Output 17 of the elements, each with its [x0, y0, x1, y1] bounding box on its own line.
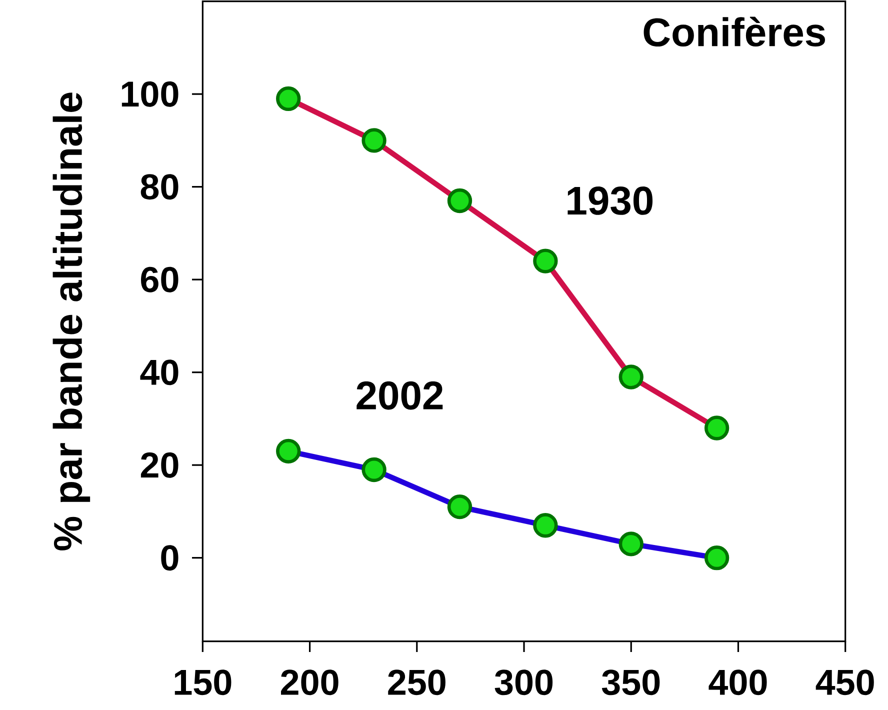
x-tick-label: 200 — [281, 670, 338, 696]
y-axis-title: % par bande altitudinale — [52, 92, 90, 550]
x-tick-label: 350 — [602, 670, 660, 696]
series-label: 2002 — [356, 381, 443, 410]
y-tick-label: 40 — [140, 360, 178, 386]
y-tick-label: 100 — [122, 81, 178, 107]
x-tick-label: 300 — [494, 670, 553, 696]
x-tick-label: 250 — [388, 670, 446, 696]
x-tick-label: 400 — [708, 670, 767, 696]
y-tick-label: 60 — [141, 266, 178, 292]
chart-title: Conifères — [644, 16, 825, 47]
y-tick-label: 0 — [161, 545, 178, 571]
x-tick-label: 150 — [174, 670, 232, 696]
series-label: 1930 — [568, 186, 653, 215]
y-tick-label: 20 — [140, 452, 178, 478]
x-tick-label: 450 — [816, 670, 874, 696]
y-tick-label: 80 — [140, 174, 178, 200]
